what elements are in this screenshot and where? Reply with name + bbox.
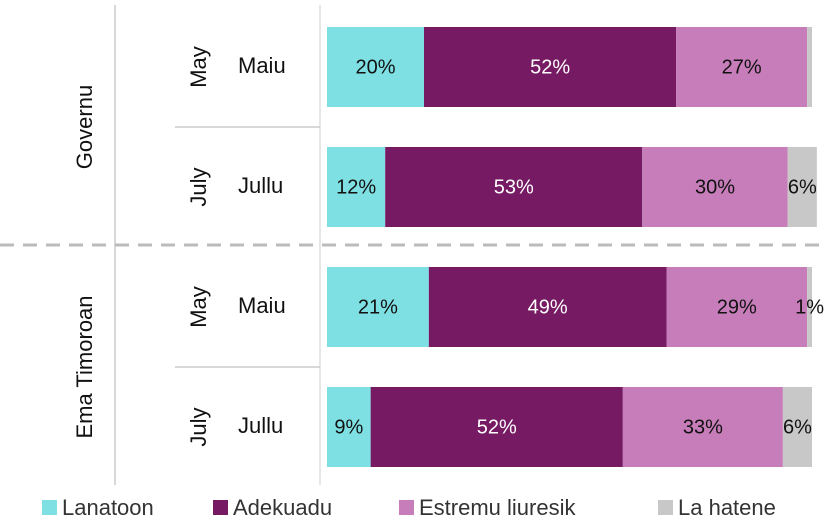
data-label: 20%: [355, 56, 395, 78]
bar-segment: [676, 27, 808, 107]
bar-segment: [327, 267, 429, 347]
bar-segment: [807, 267, 812, 347]
legend-label: La hatene: [678, 495, 776, 520]
data-label: 29%: [717, 296, 757, 318]
category-label: Jullu: [238, 173, 283, 198]
legend-label: Adekuadu: [233, 495, 332, 520]
data-label: 33%: [683, 416, 723, 438]
data-label: 52%: [477, 416, 517, 438]
data-label: 27%: [722, 56, 762, 78]
period-label: May: [186, 286, 211, 328]
bar-segment: [370, 387, 623, 467]
bar-segment: [327, 147, 386, 227]
data-label: 21%: [358, 296, 398, 318]
bar-segment: [787, 147, 817, 227]
data-label: 49%: [528, 296, 568, 318]
data-label: 1%: [795, 296, 824, 318]
category-label: Maiu: [238, 53, 286, 78]
group-label: Governu: [72, 85, 97, 169]
bar-segment: [782, 387, 812, 467]
data-label: 53%: [494, 176, 534, 198]
period-label: July: [186, 407, 211, 446]
legend-swatch: [399, 500, 414, 515]
bar-segment: [327, 27, 424, 107]
bar-segment: [666, 267, 808, 347]
bar-segment: [428, 267, 667, 347]
data-label: 12%: [336, 176, 376, 198]
bar-segment: [424, 27, 677, 107]
legend-label: Estremu liuresik: [419, 495, 576, 520]
period-label: July: [186, 167, 211, 206]
period-label: May: [186, 46, 211, 88]
data-label: 9%: [334, 416, 363, 438]
bar-segment: [622, 387, 783, 467]
data-label: 30%: [695, 176, 735, 198]
legend-label: Lanatoon: [62, 495, 154, 520]
bar-segment: [327, 387, 371, 467]
data-label: 6%: [788, 176, 817, 198]
legend-swatch: [658, 500, 673, 515]
group-label: Ema Timoroan: [72, 295, 97, 438]
bar-segment: [807, 27, 812, 107]
data-label: 52%: [530, 56, 570, 78]
bar-segment: [385, 147, 643, 227]
bar-segment: [642, 147, 788, 227]
legend-swatch: [42, 500, 57, 515]
category-label: Jullu: [238, 413, 283, 438]
category-label: Maiu: [238, 293, 286, 318]
legend-swatch: [213, 500, 228, 515]
data-label: 6%: [783, 416, 812, 438]
